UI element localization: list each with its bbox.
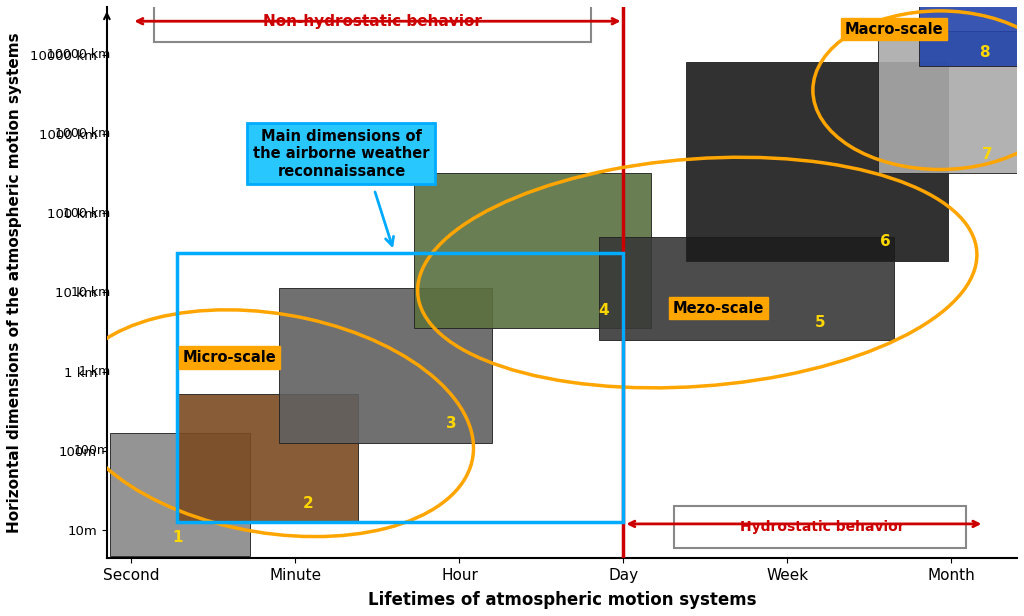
Text: 6: 6: [881, 234, 891, 249]
Text: Non-hydrostatic behavior: Non-hydrostatic behavior: [263, 14, 482, 29]
Bar: [919, 0, 1020, 67]
Text: 100 km: 100 km: [62, 206, 111, 219]
Bar: [280, 288, 493, 443]
Bar: [111, 432, 250, 556]
Text: Mezo-scale: Mezo-scale: [673, 301, 764, 316]
Text: 4: 4: [598, 302, 609, 318]
X-axis label: Lifetimes of atmospheric motion systems: Lifetimes of atmospheric motion systems: [368, 591, 756, 609]
Text: 7: 7: [982, 147, 993, 161]
Text: Macro-scale: Macro-scale: [845, 22, 943, 36]
Text: 1 km: 1 km: [79, 365, 111, 378]
Text: 10 km: 10 km: [71, 286, 111, 299]
Bar: [686, 62, 948, 261]
Bar: [177, 253, 624, 522]
Text: 1000 km: 1000 km: [55, 128, 111, 140]
Text: Micro-scale: Micro-scale: [183, 350, 276, 365]
Text: Hydrostatic behavior: Hydrostatic behavior: [739, 520, 904, 534]
Text: 10000 km: 10000 km: [47, 48, 111, 61]
Text: 8: 8: [979, 45, 989, 60]
Bar: [599, 237, 894, 340]
Text: 100m: 100m: [74, 445, 111, 458]
Bar: [177, 394, 357, 522]
Bar: [878, 31, 1024, 174]
Text: 3: 3: [446, 416, 457, 431]
FancyBboxPatch shape: [155, 1, 591, 42]
Text: 1: 1: [172, 530, 182, 545]
FancyBboxPatch shape: [674, 506, 967, 548]
Bar: [414, 174, 651, 328]
Text: Main dimensions of
the airborne weather
reconnaissance: Main dimensions of the airborne weather …: [253, 129, 430, 179]
Text: 5: 5: [815, 315, 825, 330]
Text: 2: 2: [303, 496, 314, 511]
Y-axis label: Horizontal dimensions of the atmospheric motion systems: Horizontal dimensions of the atmospheric…: [7, 32, 22, 533]
